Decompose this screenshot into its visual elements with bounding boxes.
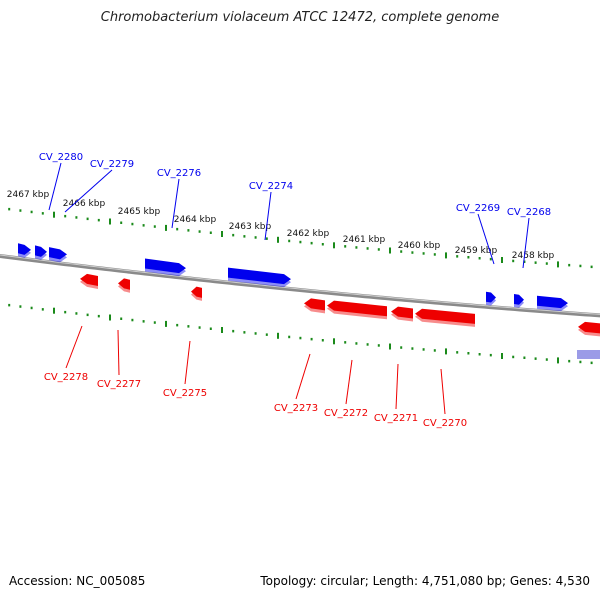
reverse-gene-arrow[interactable] — [578, 321, 600, 337]
svg-text:CV_2276: CV_2276 — [157, 168, 201, 179]
reverse-gene-label[interactable]: CV_2273 — [274, 353, 318, 414]
genome-summary: Topology: circular; Length: 4,751,080 bp… — [260, 574, 590, 588]
reverse-gene-label[interactable]: CV_2270 — [423, 368, 467, 429]
overlap-band — [577, 350, 600, 359]
scale-label: 2462 kbp — [287, 229, 330, 239]
svg-text:CV_2269: CV_2269 — [456, 203, 500, 214]
forward-gene-label[interactable]: CV_2268 — [507, 207, 551, 269]
scale-label: 2459 kbp — [455, 246, 498, 256]
svg-text:CV_2268: CV_2268 — [507, 207, 551, 218]
reverse-gene-label[interactable]: CV_2271 — [374, 363, 418, 424]
scale-label: 2463 kbp — [229, 222, 272, 232]
forward-gene-label[interactable]: CV_2279 — [64, 159, 134, 213]
svg-text:CV_2271: CV_2271 — [374, 413, 418, 424]
reverse-gene-arrow[interactable] — [118, 278, 130, 293]
scale-label: 2458 kbp — [512, 251, 555, 261]
scale-label: 2461 kbp — [343, 235, 386, 245]
svg-text:CV_2270: CV_2270 — [423, 418, 467, 429]
forward-gene-arrow[interactable] — [486, 291, 496, 306]
forward-gene-label[interactable]: CV_2274 — [249, 181, 293, 241]
forward-gene-arrow[interactable] — [18, 243, 31, 258]
forward-gene-label[interactable]: CV_2269 — [456, 203, 500, 265]
forward-gene-arrow[interactable] — [35, 245, 47, 260]
reverse-gene-arrow[interactable] — [391, 306, 413, 322]
forward-gene-arrow[interactable] — [514, 293, 524, 308]
reverse-gene-arrow[interactable] — [415, 308, 475, 327]
svg-text:CV_2272: CV_2272 — [324, 408, 368, 419]
reverse-gene-label[interactable]: CV_2277 — [97, 329, 141, 390]
scale-label: 2460 kbp — [398, 241, 441, 251]
forward-gene-arrow[interactable] — [228, 267, 291, 288]
svg-text:CV_2280: CV_2280 — [39, 152, 83, 163]
forward-gene-arrow[interactable] — [49, 247, 67, 263]
forward-gene-label[interactable]: CV_2280 — [39, 152, 83, 211]
scale-label: 2465 kbp — [118, 207, 161, 217]
svg-text:CV_2274: CV_2274 — [249, 181, 293, 192]
accession-text: Accession: NC_005085 — [9, 574, 146, 588]
forward-gene-arrow[interactable] — [145, 258, 186, 277]
svg-text:CV_2277: CV_2277 — [97, 379, 141, 390]
svg-text:CV_2273: CV_2273 — [274, 403, 318, 414]
reverse-gene-label[interactable]: CV_2272 — [324, 359, 368, 419]
genome-backbone — [0, 253, 600, 318]
reverse-gene-label[interactable]: CV_2275 — [163, 340, 207, 399]
reverse-gene-arrow[interactable] — [80, 273, 98, 290]
map-title: Chromobacterium violaceum ATCC 12472, co… — [100, 10, 500, 25]
genome-backbone-highlight — [0, 254, 600, 315]
reverse-gene-arrow[interactable] — [304, 298, 325, 314]
reverse-gene-label[interactable]: CV_2278 — [44, 325, 88, 383]
svg-text:CV_2279: CV_2279 — [90, 159, 134, 170]
svg-text:CV_2275: CV_2275 — [163, 388, 207, 399]
scale-label: 2464 kbp — [174, 215, 217, 225]
reverse-gene-arrow[interactable] — [327, 300, 387, 320]
forward-gene-label[interactable]: CV_2276 — [157, 168, 201, 229]
scale-label: 2466 kbp — [63, 199, 106, 209]
reverse-gene-arrow[interactable] — [191, 286, 202, 301]
svg-text:CV_2278: CV_2278 — [44, 372, 88, 383]
scale-label: 2467 kbp — [7, 190, 50, 200]
forward-gene-arrow[interactable] — [537, 295, 568, 312]
